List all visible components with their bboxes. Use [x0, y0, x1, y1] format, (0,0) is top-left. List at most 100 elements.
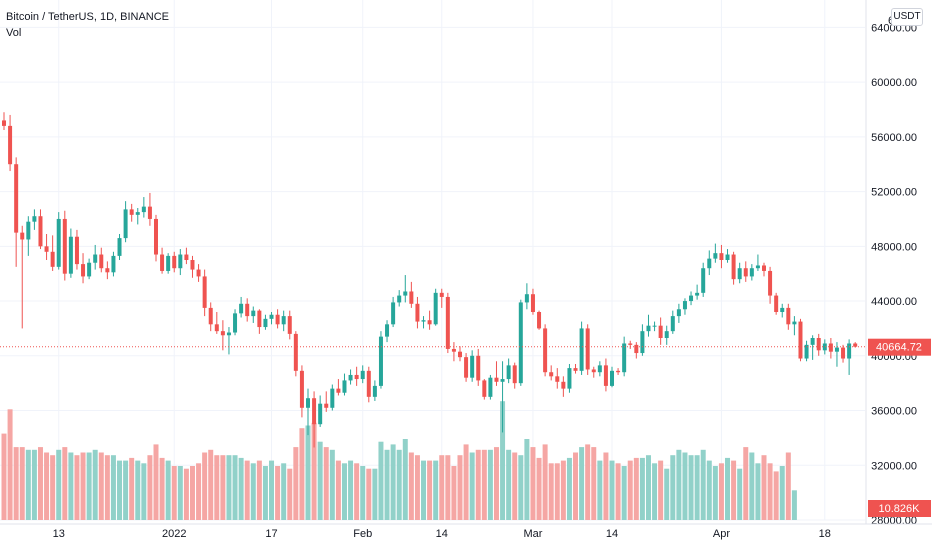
volume-bar	[269, 460, 275, 520]
time-tick-label: Mar	[523, 528, 542, 540]
candle-body	[737, 268, 742, 280]
volume-bar	[718, 463, 724, 520]
volume-bar	[457, 455, 463, 520]
candle-body	[567, 368, 572, 389]
volume-bar	[196, 463, 202, 520]
volume-bar	[573, 452, 579, 520]
volume-bar	[335, 460, 341, 520]
candle-body	[160, 254, 165, 271]
candle-body	[512, 365, 517, 384]
candle-body	[312, 398, 317, 425]
volume-bar	[591, 447, 597, 520]
candle-body	[214, 324, 219, 332]
volume-bar	[123, 460, 129, 520]
candle-body	[427, 320, 432, 325]
candle-body	[841, 347, 846, 359]
volume-bar	[305, 425, 311, 520]
volume-bar	[791, 490, 797, 520]
volume-bar	[779, 466, 785, 520]
candle-body	[348, 374, 353, 381]
candle-body	[385, 324, 390, 337]
volume-bar	[68, 452, 74, 520]
price-tick-label: 36000.00	[871, 406, 917, 418]
volume-bar	[658, 460, 664, 520]
volume-bar	[299, 428, 305, 520]
candle-body	[482, 380, 487, 397]
volume-bar	[62, 447, 68, 520]
volume-bar	[451, 466, 457, 520]
candle-body	[762, 265, 766, 271]
volume-bar	[749, 452, 755, 520]
candle-body	[62, 218, 67, 274]
volume-bar	[159, 457, 165, 520]
volume-indicator-label[interactable]: Vol	[6, 27, 22, 39]
volume-bar	[421, 460, 427, 520]
volume-bar	[743, 447, 749, 520]
candle-body	[208, 307, 213, 325]
candle-body	[464, 357, 469, 378]
candle-body	[26, 221, 31, 240]
candle-body	[725, 254, 730, 260]
volume-bar	[25, 449, 31, 520]
candle-body	[38, 216, 43, 247]
volume-bar	[700, 449, 706, 520]
candle-body	[354, 374, 359, 380]
volume-bar	[688, 455, 694, 520]
price-tick-label: 44000.00	[871, 296, 917, 308]
candle-body	[281, 316, 286, 325]
volume-bar	[585, 444, 591, 520]
candle-body	[591, 369, 596, 373]
volume-bar	[524, 439, 530, 520]
candle-body	[403, 291, 408, 296]
chart-legend: Bitcoin / TetherUS, 1D, BINANCE Vol	[6, 9, 169, 41]
volume-bar	[183, 468, 189, 520]
volume-bar	[396, 449, 402, 520]
candle-body	[476, 355, 481, 381]
volume-bar	[50, 455, 56, 520]
candle-body	[731, 254, 736, 280]
price-tick-label: 60000.00	[871, 77, 917, 89]
candle-body	[755, 265, 760, 269]
candle-body	[397, 295, 402, 303]
candle-body	[378, 336, 383, 386]
volume-bar	[670, 455, 676, 520]
candle-body	[597, 365, 602, 373]
symbol-title[interactable]: Bitcoin / TetherUS, 1D, BINANCE	[6, 11, 170, 23]
candle-body	[202, 276, 207, 308]
candle-body	[154, 218, 158, 255]
candle-body	[245, 303, 250, 317]
volume-bar	[755, 463, 761, 520]
candle-body	[409, 291, 414, 304]
candle-body	[537, 312, 542, 329]
volume-bar	[384, 449, 390, 520]
candle-body	[257, 310, 262, 328]
volume-bar	[244, 460, 250, 520]
price-tick-label: 32000.00	[871, 460, 917, 472]
volume-bar	[737, 468, 743, 520]
volume-bar	[645, 455, 651, 520]
currency-badge[interactable]: USDT	[891, 8, 923, 26]
candle-body	[318, 403, 323, 425]
price-tick-label: 56000.00	[871, 132, 917, 144]
volume-bar	[694, 455, 700, 520]
candle-body	[470, 355, 475, 378]
volume-bar	[37, 447, 43, 520]
volume-value-label: 10.826K	[879, 503, 921, 515]
candle-body	[299, 370, 304, 408]
volume-bar	[475, 449, 481, 520]
candle-body	[646, 325, 651, 332]
candle-body	[695, 292, 700, 296]
volume-bar	[208, 449, 214, 520]
volume-bar	[171, 466, 177, 520]
candle-body	[616, 370, 621, 373]
candle-body	[172, 255, 177, 269]
candle-body	[184, 254, 189, 260]
candle-body	[658, 325, 663, 338]
candle-body	[774, 295, 779, 312]
volume-bar	[220, 455, 226, 520]
volume-bar	[56, 449, 62, 520]
time-tick-label: Feb	[353, 528, 372, 540]
candle-body	[530, 294, 535, 312]
